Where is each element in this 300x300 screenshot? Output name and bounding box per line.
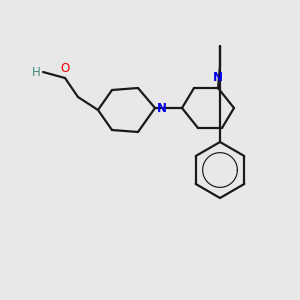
Text: N: N (213, 71, 223, 84)
Text: O: O (60, 62, 70, 75)
Text: N: N (157, 101, 167, 115)
Text: H: H (32, 65, 41, 79)
